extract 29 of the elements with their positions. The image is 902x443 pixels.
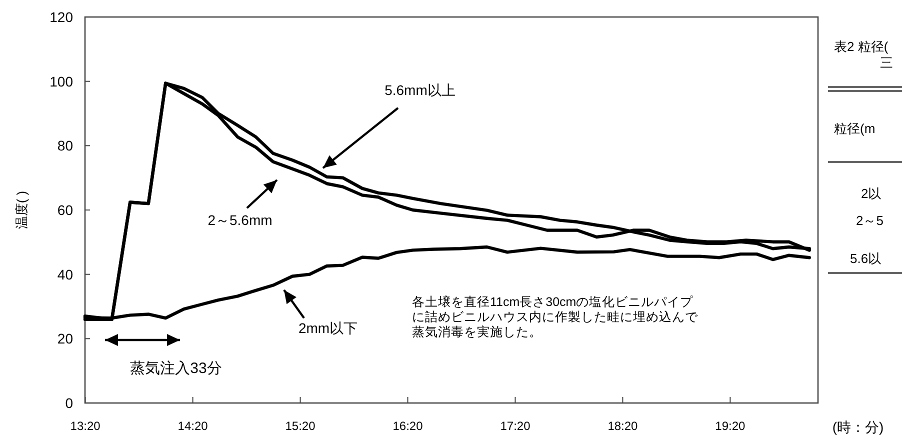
text: 5.6以 <box>850 251 882 266</box>
annotation: 2mm以下 <box>298 320 358 336</box>
annotation: 5.6mm以上 <box>384 82 456 98</box>
x-axis-title: (時：分) <box>832 419 884 435</box>
text: 2～5 <box>856 213 884 228</box>
y-tick-label: 40 <box>57 266 74 282</box>
x-tick-label: 13:20 <box>70 419 101 433</box>
text: 三 <box>880 55 893 70</box>
annotation: 蒸気消毒を実施した。 <box>412 324 542 339</box>
annotation: 蒸気注入33分 <box>130 360 222 377</box>
x-tick-label: 19:20 <box>715 419 746 433</box>
y-axis-title: 温度( ) <box>14 190 29 230</box>
y-tick-label: 60 <box>57 202 74 218</box>
x-tick-label: 14:20 <box>178 419 208 433</box>
y-tick-label: 0 <box>65 395 74 411</box>
text: 粒径(m <box>834 121 876 136</box>
y-tick-label: 100 <box>50 73 74 90</box>
x-tick-label: 15:20 <box>285 419 316 433</box>
annotation: 2～5.6mm <box>208 212 272 228</box>
annotation: 各土壌を直径11cm長さ30cmの塩化ビニルパイプ <box>412 294 694 309</box>
y-tick-label: 120 <box>50 9 74 25</box>
x-tick-label: 16:20 <box>392 419 424 433</box>
y-tick-label: 20 <box>57 330 74 347</box>
text: 2以 <box>861 186 882 201</box>
annotation: に詰めビニルハウス内に作製した畦に埋め込んで <box>412 310 699 324</box>
text: 表2 粒径( <box>834 39 889 54</box>
x-tick-label: 18:20 <box>608 419 638 433</box>
y-tick-label: 80 <box>57 138 74 154</box>
x-tick-label: 17:20 <box>500 419 531 433</box>
